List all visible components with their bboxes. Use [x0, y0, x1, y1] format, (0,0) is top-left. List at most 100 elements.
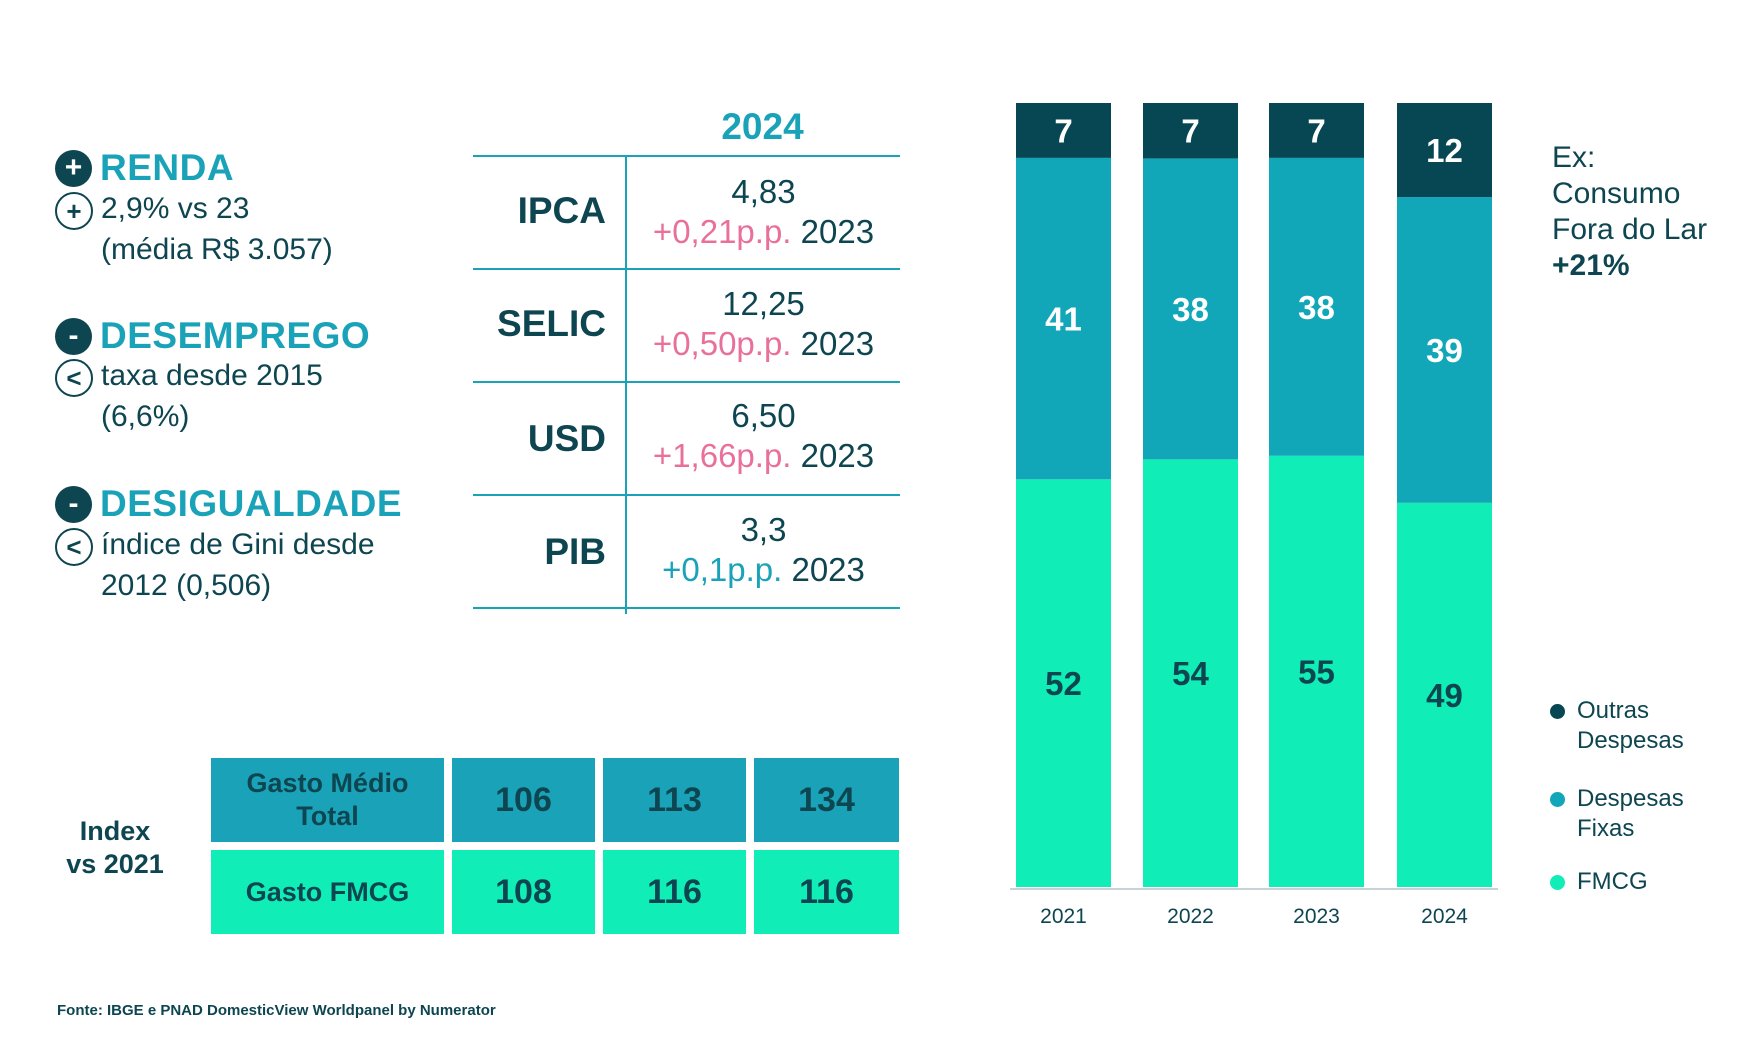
indicator-detail-line: (6,6%)	[101, 400, 190, 433]
macro-value: 6,50	[731, 397, 796, 434]
plus-icon: +	[55, 149, 92, 187]
minus-icon: -	[55, 317, 92, 355]
bar-value-label: 49	[1426, 677, 1463, 714]
bar-segment	[1397, 197, 1492, 503]
x-tick-label: 2024	[1421, 905, 1468, 928]
bar-segment	[1269, 103, 1364, 158]
macro-change-line: +0,1p.p. 2023	[627, 550, 900, 590]
macro-change-line: +0,21p.p. 2023	[627, 212, 900, 252]
x-tick-label: 2023	[1293, 905, 1340, 928]
legend-item-outras-despesas: Outras Despesas	[1550, 696, 1727, 756]
index-label-line: vs 2021	[66, 849, 164, 879]
index-row-name-line: Gasto FMCG	[245, 876, 410, 907]
x-tick-label: 2022	[1167, 905, 1214, 928]
macro-value: 12,25	[722, 285, 805, 322]
table-divider	[473, 268, 900, 270]
bar-value-label: 7	[1181, 113, 1199, 150]
bar-segment	[1143, 103, 1238, 159]
indicator-detail: índice de Gini desde 2012 (0,506)	[101, 524, 375, 606]
bar-value-label: 39	[1426, 332, 1463, 369]
indicator-detail-line: taxa desde 2015	[101, 359, 323, 392]
legend-item-fmcg: FMCG	[1550, 867, 1727, 897]
indicator-desemprego: - DESEMPREGO	[55, 315, 370, 357]
macro-label-selic: SELIC	[497, 303, 606, 344]
indicator-title: DESIGUALDADE	[100, 483, 403, 524]
macro-ref-year: 2023	[800, 213, 875, 250]
macro-ref-year: 2023	[800, 325, 875, 362]
indicator-title: DESEMPREGO	[100, 315, 371, 356]
macro-value-selic: 12,25 +0,50p.p. 2023	[627, 284, 900, 364]
legend-dot	[1550, 875, 1565, 890]
bar-value-label: 54	[1172, 655, 1209, 692]
index-cell: 116	[754, 850, 899, 934]
less-than-icon: <	[55, 528, 93, 566]
macro-change-line: +0,50p.p. 2023	[627, 324, 900, 364]
legend-label-line: Outras	[1577, 697, 1650, 724]
legend-label: Despesas Fixas	[1577, 784, 1727, 844]
legend-dot	[1550, 704, 1565, 719]
bar-value-label: 7	[1054, 112, 1072, 149]
index-row-name: Gasto FMCG	[211, 850, 444, 934]
macro-label-pib: PIB	[544, 531, 606, 572]
macro-change: +0,50p.p.	[652, 325, 792, 362]
note-line: Ex:	[1552, 141, 1596, 174]
bar-segment	[1143, 158, 1238, 460]
legend-label-line: FMCG	[1577, 868, 1648, 895]
index-row-name: Gasto Médio Total	[211, 758, 444, 842]
legend-label-line: Despesas	[1577, 727, 1684, 754]
macro-label-usd: USD	[527, 418, 606, 459]
legend-label: Outras Despesas	[1577, 696, 1727, 756]
table-divider	[473, 381, 900, 383]
table-divider	[473, 607, 900, 609]
indicator-detail-line: (média R$ 3.057)	[101, 233, 333, 266]
indicator-detail-line: 2,9% vs 23	[101, 192, 250, 225]
bar-segment	[1397, 103, 1492, 198]
table-divider	[473, 494, 900, 496]
bar-segment	[1397, 502, 1492, 887]
index-cell: 116	[603, 850, 746, 934]
legend-label: FMCG	[1577, 867, 1727, 897]
macro-ref-year: 2023	[800, 437, 875, 474]
legend-item-despesas-fixas: Despesas Fixas	[1550, 784, 1727, 844]
macro-change: +0,1p.p.	[662, 551, 783, 588]
note-line: Fora do Lar	[1552, 213, 1708, 246]
note-highlight: +21%	[1552, 249, 1630, 282]
table-column-divider	[625, 157, 627, 614]
index-row-name-line: Gasto Médio	[246, 768, 409, 798]
source-note: Fonte: IBGE e PNAD DomesticView Worldpan…	[57, 1002, 496, 1019]
note-line: Consumo	[1552, 177, 1681, 210]
bar-segment	[1269, 157, 1364, 456]
index-label-line: Index	[79, 816, 151, 846]
macro-value-usd: 6,50 +1,66p.p. 2023	[627, 396, 900, 476]
bar-value-label: 38	[1298, 289, 1335, 326]
bar-value-label: 12	[1426, 132, 1463, 169]
indicator-detail-line: 2012 (0,506)	[101, 569, 272, 602]
macro-change: +1,66p.p.	[652, 437, 792, 474]
legend-label-line: Despesas	[1577, 785, 1684, 812]
less-than-icon: <	[55, 359, 93, 397]
indicator-renda: + RENDA	[55, 147, 234, 189]
bar-segment	[1016, 479, 1111, 887]
macro-value-pib: 3,3 +0,1p.p. 2023	[627, 510, 900, 590]
index-row-name-line: Total	[296, 801, 359, 831]
legend-dot	[1550, 792, 1565, 807]
bar-segment	[1016, 157, 1111, 480]
macro-change-line: +1,66p.p. 2023	[627, 436, 900, 476]
bar-segment	[1016, 103, 1111, 158]
macro-ref-year: 2023	[791, 551, 865, 588]
macro-table-year: 2024	[721, 106, 804, 147]
bar-value-label: 7	[1307, 112, 1325, 149]
index-label: Index vs 2021	[60, 815, 170, 881]
macro-value-ipca: 4,83 +0,21p.p. 2023	[627, 172, 900, 252]
bar-segment	[1269, 455, 1364, 887]
macro-value: 4,83	[731, 173, 796, 210]
bar-value-label: 38	[1172, 291, 1209, 328]
bar-value-label: 55	[1298, 653, 1335, 690]
indicator-detail: taxa desde 2015 (6,6%)	[101, 355, 323, 437]
indicator-desigualdade: - DESIGUALDADE	[55, 483, 402, 525]
index-cell: 113	[603, 758, 746, 842]
x-tick-label: 2021	[1040, 905, 1087, 928]
indicator-detail-line: índice de Gini desde	[101, 528, 375, 561]
table-divider	[473, 155, 900, 157]
macro-value: 3,3	[740, 511, 787, 548]
